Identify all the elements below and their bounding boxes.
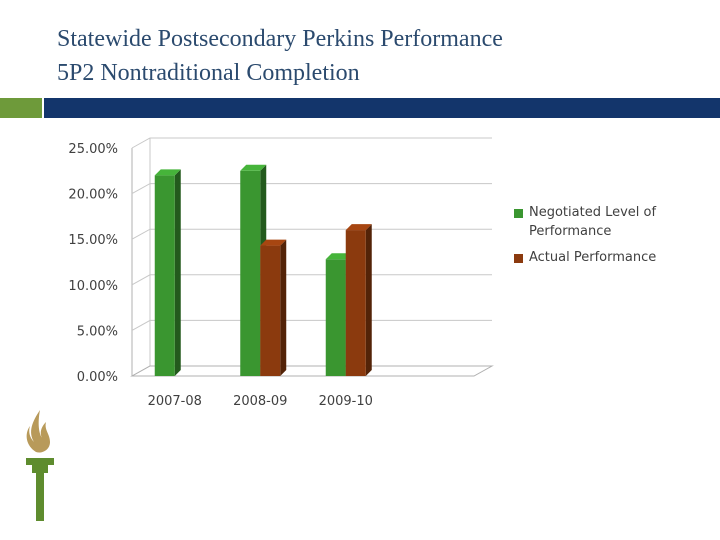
y-tick-label: 10.00% <box>68 279 118 294</box>
gridline <box>131 274 492 286</box>
bar <box>240 170 261 376</box>
chart-bars <box>154 164 372 376</box>
y-tick-label: 15.00% <box>68 233 118 248</box>
slide-title-line-2: 5P2 Nontraditional Completion <box>57 60 360 86</box>
bar-side <box>280 239 287 376</box>
bar-top <box>345 224 372 231</box>
y-tick-label: 0.00% <box>77 370 118 385</box>
legend-swatch-actual <box>514 254 523 263</box>
torch-logo <box>26 410 54 521</box>
chart-tick-labels: 0.00% 5.00% 10.00% 15.00% 20.00% 25.00% 2007-0… <box>68 142 372 409</box>
legend-label-negotiated: Negotiated Level of Performance <box>529 205 657 239</box>
legend-item-negotiated: Negotiated Level of Performance <box>514 203 709 241</box>
bar-side <box>365 224 372 376</box>
bar-top <box>154 169 181 176</box>
chart-floor <box>130 365 494 377</box>
accent-bar-blue <box>44 98 720 118</box>
bar <box>154 175 175 376</box>
gridline <box>131 228 492 240</box>
bar-top <box>325 253 352 260</box>
y-tick-label: 20.00% <box>68 188 118 203</box>
x-tick-label: 2008-09 <box>233 394 287 409</box>
bar-top <box>260 239 287 246</box>
bar <box>260 245 281 376</box>
gridline <box>131 319 492 331</box>
legend-swatch-negotiated <box>514 209 523 218</box>
gridline <box>131 365 492 377</box>
torch-flame-icon <box>26 410 50 453</box>
bar <box>345 230 366 376</box>
bar <box>325 259 346 376</box>
legend-label-actual: Actual Performance <box>529 250 657 265</box>
bar-side <box>174 169 181 376</box>
accent-bar-green <box>0 98 42 118</box>
bar-top <box>240 164 267 171</box>
gridline <box>131 137 492 149</box>
torch-neck-icon <box>32 465 48 473</box>
chart-legend: Negotiated Level of Performance Actual P… <box>514 203 709 274</box>
legend-item-actual: Actual Performance <box>514 248 709 267</box>
x-tick-label: 2009-10 <box>319 394 373 409</box>
torch-cup-icon <box>26 458 54 465</box>
chart-grid <box>130 137 494 377</box>
slide-title-line-1: Statewide Postsecondary Perkins Performa… <box>57 26 503 52</box>
gridline <box>131 183 492 195</box>
torch-handle-icon <box>36 473 44 521</box>
y-tick-label: 25.00% <box>68 142 118 157</box>
y-tick-label: 5.00% <box>77 324 118 339</box>
x-tick-label: 2007-08 <box>148 394 202 409</box>
